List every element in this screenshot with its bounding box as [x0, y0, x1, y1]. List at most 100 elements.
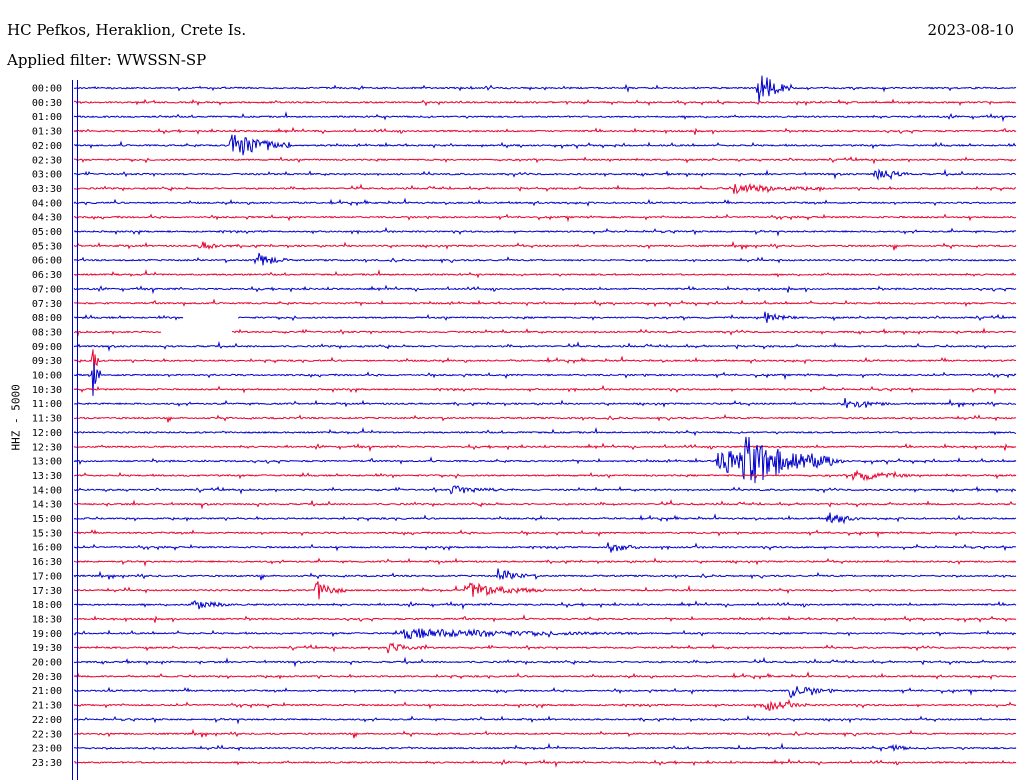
tick-label-1730: 17:30: [32, 586, 62, 597]
tick-label-2130: 21:30: [32, 701, 62, 712]
trace-1030: [73, 384, 1017, 395]
filter-label: Applied filter: WWSSN-SP: [7, 51, 207, 69]
tick-label-0100: 01:00: [32, 112, 62, 123]
trace-0500: [73, 226, 1017, 237]
tick-label-1100: 11:00: [32, 399, 62, 410]
trace-0800: [74, 311, 1017, 323]
trace-0830: [73, 327, 1017, 337]
trace-1700: [73, 568, 1017, 581]
trace-0900: [73, 340, 1017, 352]
tick-label-1930: 19:30: [32, 643, 62, 654]
trace-0700: [73, 284, 1017, 295]
tick-label-1700: 17:00: [32, 571, 62, 582]
tick-label-2100: 21:00: [32, 686, 62, 697]
trace-1800: [73, 600, 1017, 610]
trace-1100: [73, 398, 1017, 409]
tick-label-0000: 00:00: [32, 84, 62, 95]
tick-label-0230: 02:30: [32, 155, 62, 166]
trace-0630: [73, 269, 1017, 279]
trace-1000: [73, 363, 1017, 396]
trace-group: [73, 75, 1017, 768]
trace-0300: [73, 168, 1017, 181]
tick-label-1200: 12:00: [32, 428, 62, 439]
trace-1500: [73, 512, 1017, 525]
trace-0600: [73, 252, 1017, 266]
tick-label-0530: 05:30: [32, 241, 62, 252]
trace-1130: [73, 413, 1017, 423]
tick-label-1000: 10:00: [32, 371, 62, 382]
tick-label-1030: 10:30: [32, 385, 62, 396]
trace-1730: [73, 581, 1017, 600]
tick-label-0500: 05:00: [32, 227, 62, 238]
trace-1300: [73, 436, 1017, 484]
tick-label-1330: 13:30: [32, 471, 62, 482]
trace-1400: [73, 485, 1017, 495]
tick-label-2200: 22:00: [32, 715, 62, 726]
tick-label-1400: 14:00: [32, 485, 62, 496]
tick-label-0830: 08:30: [32, 327, 62, 338]
tick-label-0400: 04:00: [32, 198, 62, 209]
time-tick-labels: 00:00 00:30 01:00 01:30 02:00 02:30 03:00 03:30…: [32, 84, 62, 769]
tick-label-1430: 14:30: [32, 500, 62, 511]
tick-label-2230: 22:30: [32, 729, 62, 740]
tick-label-0630: 06:30: [32, 270, 62, 281]
tick-label-1630: 16:30: [32, 557, 62, 568]
tick-label-2000: 20:00: [32, 658, 62, 669]
tick-label-1900: 19:00: [32, 629, 62, 640]
tick-label-1830: 18:30: [32, 614, 62, 625]
trace-2200: [73, 715, 1017, 725]
tick-label-1500: 15:00: [32, 514, 62, 525]
tick-label-2330: 23:30: [32, 758, 62, 769]
trace-1200: [73, 426, 1017, 437]
trace-2230: [73, 728, 1017, 739]
trace-1630: [73, 557, 1017, 567]
trace-0530: [73, 240, 1017, 251]
tick-label-0130: 01:30: [32, 127, 62, 138]
trace-2300: [73, 742, 1017, 752]
tick-label-0700: 07:00: [32, 284, 62, 295]
station-title: HC Pefkos, Heraklion, Crete Is.: [7, 21, 247, 39]
trace-1830: [73, 614, 1017, 623]
trace-1600: [73, 542, 1017, 553]
tick-label-0600: 06:00: [32, 256, 62, 267]
tick-label-0930: 09:30: [32, 356, 62, 367]
trace-1530: [74, 529, 1017, 539]
tick-label-1800: 18:00: [32, 600, 62, 611]
tick-label-1230: 12:30: [32, 442, 62, 453]
tick-label-1130: 11:30: [32, 414, 62, 425]
trace-0330: [73, 183, 1017, 195]
trace-0030: [73, 98, 1017, 107]
tick-label-0730: 07:30: [32, 299, 62, 310]
tick-label-0800: 08:00: [32, 313, 62, 324]
tick-label-0300: 03:00: [32, 170, 62, 181]
trace-2130: [73, 698, 1017, 711]
trace-1900: [73, 628, 1017, 640]
trace-2330: [73, 758, 1017, 768]
trace-1330: [73, 469, 1017, 482]
tick-label-2300: 23:00: [32, 744, 62, 755]
trace-0930: [73, 349, 1017, 371]
trace-0430: [73, 213, 1017, 223]
trace-1930: [73, 642, 1017, 654]
trace-2000: [73, 656, 1017, 668]
tick-label-0200: 02:00: [32, 141, 62, 152]
tick-label-1600: 16:00: [32, 543, 62, 554]
trace-0100: [73, 111, 1017, 123]
tick-label-0030: 00:30: [32, 98, 62, 109]
trace-0730: [73, 298, 1017, 308]
tick-label-1300: 13:00: [32, 457, 62, 468]
trace-2030: [73, 671, 1017, 681]
trace-0230: [74, 155, 1017, 165]
record-date: 2023-08-10: [927, 21, 1014, 39]
tick-label-0430: 04:30: [32, 213, 62, 224]
trace-0130: [73, 126, 1017, 135]
trace-0000: [74, 75, 1017, 103]
tick-label-0900: 09:00: [32, 342, 62, 353]
trace-1230: [73, 442, 1016, 453]
trace-2100: [73, 686, 1017, 699]
trace-0400: [73, 197, 1016, 207]
tick-label-2030: 20:30: [32, 672, 62, 683]
trace-1430: [73, 499, 1017, 510]
tick-label-1530: 15:30: [32, 528, 62, 539]
